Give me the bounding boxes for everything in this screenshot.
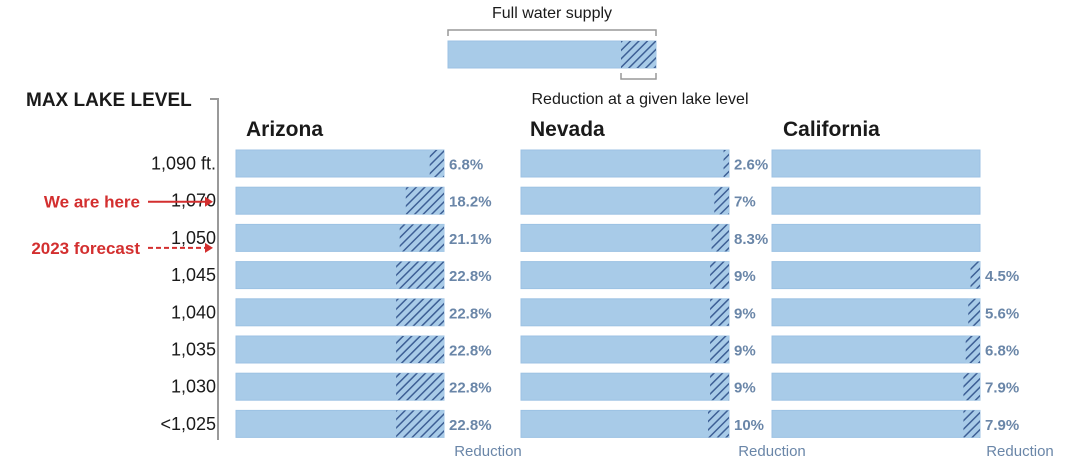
data-label: 2.6% [734,157,768,174]
bar [520,409,730,438]
legend-bar-hatch [621,41,656,68]
data-label: 22.8% [449,380,492,397]
y-tick-label: 1,090 ft. [151,154,216,174]
bar-reduction-hatch [723,150,729,177]
bar [771,223,981,252]
bar [771,298,981,327]
annotation-label: We are here [44,193,140,212]
legend-bottom-bracket [620,73,657,80]
state-header: Arizona [246,118,323,141]
bar-reduction-hatch [710,336,729,363]
data-label: 21.1% [449,231,492,248]
column-footer: Reduction [454,443,522,460]
bar [771,372,981,401]
annotations: We are here 2023 forecast [31,193,213,258]
y-axis-line [210,98,219,440]
bar-reduction-hatch [970,261,980,289]
y-axis-title: MAX LAKE LEVEL [26,90,192,111]
y-tick-label: 1,050 [171,228,216,248]
data-label: 9% [734,305,756,322]
bar-reduction-hatch [711,224,729,252]
bar-reduction-hatch [965,336,980,363]
bar-reduction-hatch [396,373,444,401]
data-label: 5.6% [985,305,1019,322]
y-axis-ticks: 1,090 ft.1,0701,0501,0451,0401,0351,030<… [151,154,216,434]
bar-reduction-hatch [708,410,729,438]
bar-reduction-hatch [396,336,444,363]
bar-reduction-hatch [396,410,444,438]
data-label: 22.8% [449,268,492,285]
bar-reduction-hatch [710,373,729,401]
legend-top-label: Full water supply [492,5,612,22]
y-tick-label: 1,035 [171,340,216,360]
bar-reduction-hatch [710,261,729,289]
state-header: Nevada [530,118,605,141]
column-footer: Reduction [986,443,1054,460]
data-label: 8.3% [734,231,768,248]
column-nevada: Nevada 2.6% 7% 8.3% 9% 9% 9% 9% 10% Reduction [520,118,806,460]
y-tick-label: 1,040 [171,302,216,322]
bar [771,186,981,215]
data-label: 22.8% [449,305,492,322]
bar-reduction-hatch [429,150,444,177]
bar [520,149,730,178]
bar-reduction-hatch [396,298,444,326]
data-label: 9% [734,268,756,285]
bar-reduction-hatch [963,410,980,438]
bar [771,335,981,364]
bar [771,261,981,290]
bar-reduction-hatch [963,373,980,401]
bar [235,149,445,178]
data-label: 9% [734,343,756,360]
bar [771,149,981,178]
bar-reduction-hatch [399,224,444,252]
y-tick-label: 1,045 [171,265,216,285]
legend-bottom-label: Reduction at a given lake level [531,91,748,108]
state-header: California [783,118,880,141]
bar [520,298,730,327]
bar [771,409,981,438]
y-tick-label: <1,025 [160,414,216,434]
bar-reduction-hatch [405,187,444,215]
data-label: 9% [734,380,756,397]
data-label: 7.9% [985,417,1019,434]
bar-reduction-hatch [714,187,729,215]
bar [520,335,730,364]
data-label: 4.5% [985,268,1019,285]
annotation-arrow-head [205,242,213,253]
data-label: 7.9% [985,380,1019,397]
data-label: 10% [734,417,764,434]
bar-reduction-hatch [396,261,444,289]
column-footer: Reduction [738,443,806,460]
data-label: 22.8% [449,343,492,360]
bar-reduction-hatch [710,298,729,326]
data-label: 22.8% [449,417,492,434]
data-label: 18.2% [449,194,492,211]
legend-top-bracket [447,29,657,36]
annotation-label: 2023 forecast [31,239,140,258]
state-columns: Arizona 6.8% 18.2% 21.1% 22.8% 22.8% 22.8% 22.8… [235,118,1054,460]
data-label: 6.8% [985,343,1019,360]
bar [520,223,730,252]
column-arizona: Arizona 6.8% 18.2% 21.1% 22.8% 22.8% 22.8% 22.8… [235,118,522,460]
column-california: California 4.5% 5.6% 6.8% 7.9% 7.9% Reduction [771,118,1054,460]
bar [520,372,730,401]
annotation-arrow-head [205,196,213,207]
bar [520,261,730,290]
y-tick-label: 1,030 [171,377,216,397]
bar-reduction-hatch [968,298,980,326]
legend: Full water supply Reduction at a given l… [447,5,749,108]
data-label: 6.8% [449,157,483,174]
data-label: 7% [734,194,756,211]
bar [520,186,730,215]
